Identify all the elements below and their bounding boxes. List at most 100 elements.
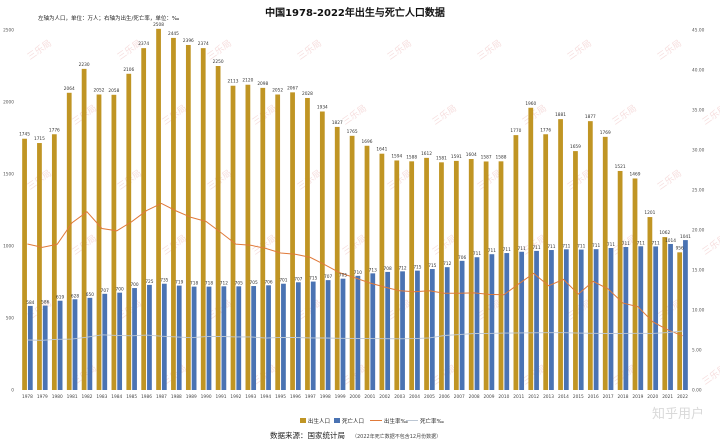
data-label-deaths: 707 [324, 274, 332, 280]
data-label-births: 2052 [272, 88, 283, 94]
data-label-deaths: 706 [264, 279, 272, 285]
bar-births [185, 44, 191, 390]
bar-births [349, 135, 355, 390]
data-label-births: 1934 [317, 105, 328, 111]
data-label-deaths: 711 [652, 240, 660, 246]
data-label-births: 1881 [555, 112, 566, 118]
data-label-deaths: 719 [175, 280, 183, 286]
x-tick-label: 2019 [632, 394, 643, 400]
data-label-births: 2250 [213, 59, 224, 65]
watermark-text: 三乐局 [115, 37, 144, 62]
x-tick-label: 2004 [409, 394, 420, 400]
x-tick-label: 2018 [618, 394, 629, 400]
data-label-deaths: 700 [130, 282, 138, 288]
right-tick-label: 0.00 [692, 388, 702, 394]
x-tick-label: 1980 [52, 394, 63, 400]
bar-births [409, 161, 415, 390]
left-tick-label: 1000 [3, 244, 14, 250]
data-label-births: 2052 [94, 88, 105, 94]
x-tick-label: 2003 [394, 394, 405, 400]
bar-births [245, 84, 251, 390]
data-label-deaths: 1041 [680, 234, 691, 240]
watermark-text: 三乐局 [385, 37, 414, 62]
right-tick-label: 30.00 [692, 148, 705, 154]
x-tick-label: 1994 [260, 394, 271, 400]
bar-deaths [400, 271, 405, 390]
bars-layer [22, 28, 688, 391]
x-tick-label: 2021 [662, 394, 673, 400]
data-label-deaths: 705 [250, 280, 258, 286]
bar-births [498, 161, 504, 390]
bar-deaths [206, 286, 212, 390]
bar-deaths [385, 271, 391, 390]
bar-deaths [429, 269, 435, 390]
data-label-births: 1765 [347, 129, 358, 135]
data-label-births: 1581 [436, 155, 447, 161]
data-label-deaths: 710 [354, 270, 362, 276]
x-tick-label: 1982 [82, 394, 93, 400]
x-tick-label: 1988 [171, 394, 182, 400]
data-label-deaths: 711 [607, 242, 615, 248]
data-label-births: 2028 [302, 91, 313, 97]
source-note: （2022年死亡数据不包含12月份数据） [352, 433, 441, 440]
x-tick-label: 2000 [350, 394, 361, 400]
bar-deaths [549, 250, 554, 390]
data-label-deaths: 711 [473, 251, 481, 257]
x-tick-label: 1997 [305, 394, 316, 400]
data-label-deaths: 711 [577, 244, 585, 250]
data-label-births: 1776 [540, 127, 551, 133]
data-label-births: 1877 [585, 114, 596, 120]
bar-deaths [147, 284, 152, 390]
data-label-births: 1827 [332, 120, 343, 126]
bar-births [156, 28, 161, 391]
bar-births [453, 160, 459, 390]
bar-deaths [325, 280, 331, 390]
lines-layer [27, 202, 683, 341]
bar-deaths [117, 292, 123, 390]
bar-deaths [236, 286, 242, 390]
x-tick-label: 1978 [22, 394, 33, 400]
bar-deaths [474, 257, 480, 390]
data-label-deaths: 701 [279, 278, 287, 284]
bar-births [602, 136, 608, 390]
legend-label-deaths: 死亡人口 [342, 417, 364, 425]
bar-deaths [281, 283, 286, 390]
x-tick-label: 2014 [558, 394, 569, 400]
bar-deaths [534, 250, 539, 390]
bar-deaths [593, 249, 599, 390]
right-tick-label: 40.00 [692, 68, 705, 74]
data-label-deaths: 711 [503, 247, 511, 253]
bar-births [230, 85, 236, 390]
bar-births [513, 135, 519, 390]
bar-births [587, 121, 593, 390]
x-tick-label: 2013 [543, 394, 554, 400]
data-label-births: 2067 [287, 85, 298, 91]
data-label-births: 1770 [510, 128, 521, 134]
watermark-text: 三乐局 [25, 37, 54, 62]
bar-births [364, 145, 370, 390]
data-label-births: 1696 [362, 139, 373, 145]
bar-births [394, 160, 400, 390]
legend-label-death-rate: 死亡率‰ [420, 417, 445, 425]
bar-deaths [27, 305, 33, 390]
watermark-text: 三乐局 [565, 37, 594, 62]
bar-deaths [608, 248, 614, 390]
data-label-deaths: 619 [56, 295, 64, 301]
legend-label-birth-rate: 出生率‰ [384, 417, 409, 425]
data-label-deaths: 725 [145, 279, 153, 285]
data-label-births: 1591 [451, 154, 462, 160]
data-label-deaths: 650 [86, 292, 94, 298]
watermark-text: 三乐局 [430, 102, 459, 127]
bar-deaths [72, 299, 78, 390]
bar-births [22, 138, 27, 390]
legend-label-births: 出生人口 [308, 417, 330, 425]
watermark-text: 三乐局 [205, 37, 234, 62]
right-tick-label: 15.00 [692, 268, 705, 274]
bar-births [200, 48, 206, 390]
bar-deaths [132, 288, 137, 390]
watermark-text: 三乐局 [700, 232, 720, 257]
bar-deaths [310, 281, 316, 390]
watermark-text: 三乐局 [655, 167, 684, 192]
bar-deaths [355, 275, 361, 390]
data-label-deaths: 735 [160, 278, 168, 284]
